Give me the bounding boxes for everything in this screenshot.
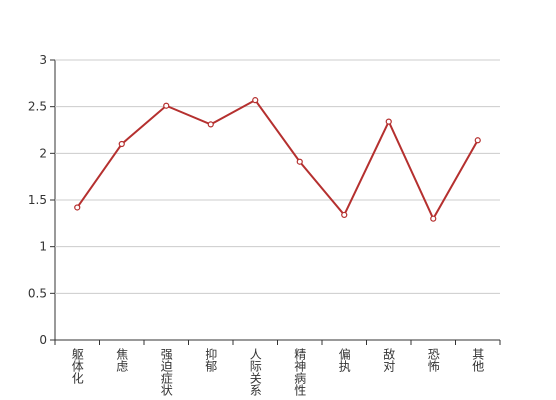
point	[385, 118, 392, 125]
point	[430, 215, 437, 222]
point	[118, 140, 125, 148]
point	[74, 204, 81, 211]
y-tick-label: 2	[39, 146, 47, 160]
y-tick-label: 0.5	[28, 286, 47, 300]
x-tick-label: 恐怖	[426, 348, 440, 372]
point	[296, 158, 303, 165]
x-tick-label: 敌对	[382, 347, 396, 372]
x-tick-label: 抑郁	[204, 347, 218, 373]
y-tick-label: 3	[39, 53, 47, 67]
x-tick-label: 偏执	[337, 347, 351, 373]
x-tick-label: 躯体化	[70, 347, 84, 385]
x-tick-label: 精神病性	[293, 348, 307, 397]
point	[252, 97, 259, 104]
y-tick-label: 1.5	[28, 193, 47, 207]
x-tick-label: 其他	[471, 348, 485, 372]
y-tick-label: 1	[39, 240, 47, 254]
y-tick-label: 2.5	[28, 100, 47, 114]
line	[76, 98, 479, 221]
point	[341, 211, 348, 219]
point	[163, 102, 170, 109]
y-tick-label: 0	[39, 333, 47, 347]
x-tick-label: 焦虑	[115, 348, 129, 372]
x-tick-label: 强迫症状	[159, 348, 173, 396]
point	[474, 137, 481, 144]
point	[207, 121, 214, 128]
x-tick-label: 人际关系	[248, 348, 262, 396]
